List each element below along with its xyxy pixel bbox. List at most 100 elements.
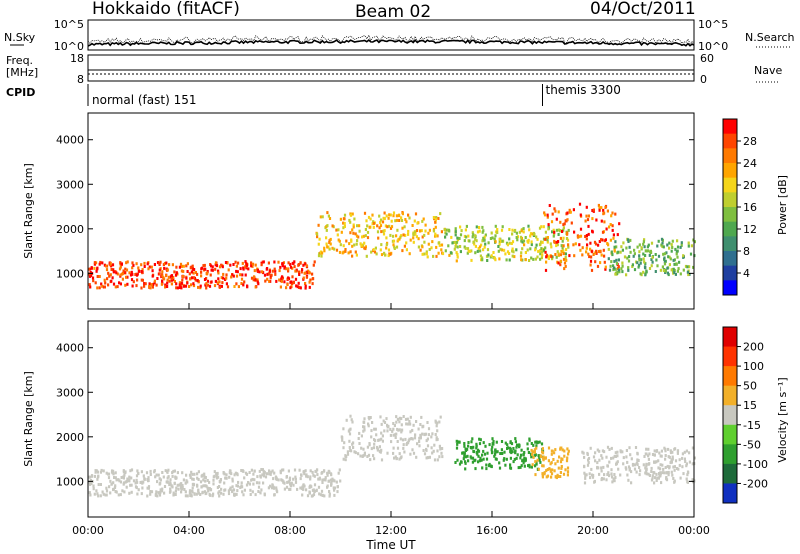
scatter-cell [597, 203, 600, 207]
scatter-cell [163, 491, 166, 495]
scatter-cell [175, 486, 178, 490]
scatter-cell [609, 223, 612, 226]
scatter-cell [438, 420, 441, 424]
scatter-cell [99, 494, 102, 498]
scatter-cell [459, 250, 462, 254]
scatter-cell [463, 234, 466, 238]
scatter-cell [567, 452, 570, 456]
scatter-cell [640, 258, 643, 262]
scatter-cell [477, 247, 480, 250]
scatter-cell [464, 460, 467, 464]
scatter-cell [261, 468, 264, 472]
freq-panel-frame [87, 54, 695, 82]
scatter-cell [405, 422, 408, 426]
scatter-cell [163, 485, 167, 488]
scatter-cell [363, 211, 367, 215]
scatter-cell [243, 488, 246, 492]
scatter-cell [427, 427, 431, 431]
scatter-cell [256, 278, 259, 282]
scatter-cell [225, 273, 228, 277]
scatter-cell [627, 266, 630, 270]
scatter-cell [159, 490, 162, 494]
scatter-cell [453, 247, 456, 251]
scatter-cell [686, 270, 689, 274]
scatter-cell [412, 236, 415, 240]
scatter-cell [367, 424, 370, 428]
scatter-cell [540, 247, 543, 251]
scatter-cell [520, 464, 523, 468]
scatter-cell [557, 466, 560, 470]
scatter-cell [552, 234, 555, 238]
scatter-cell [351, 244, 354, 248]
scatter-cell [266, 472, 269, 476]
scatter-cell [494, 240, 497, 244]
scatter-cell [520, 258, 523, 262]
scatter-cell [459, 225, 462, 229]
scatter-cell [506, 250, 510, 254]
scatter-cell [254, 263, 257, 267]
scatter-cell [425, 252, 428, 256]
scatter-cell [494, 234, 497, 238]
ytick-label: 1000 [56, 267, 84, 280]
scatter-cell [224, 261, 228, 264]
scatter-cell [170, 484, 173, 488]
scatter-cell [545, 475, 548, 479]
scatter-cell [197, 285, 200, 289]
scatter-cell [414, 232, 417, 236]
scatter-cell [674, 272, 677, 276]
scatter-cell [122, 269, 125, 273]
scatter-cell [380, 448, 383, 452]
scatter-cell [140, 278, 143, 282]
scatter-cell [384, 253, 387, 257]
scatter-cell [263, 273, 267, 277]
scatter-cell [432, 229, 435, 233]
scatter-cell [432, 449, 435, 453]
scatter-cell [535, 243, 538, 247]
scatter-cell [202, 264, 205, 268]
scatter-cell [365, 219, 368, 223]
scatter-cell [114, 490, 117, 493]
scatter-cell [468, 239, 471, 243]
scatter-cell [202, 478, 205, 482]
scatter-cell [540, 250, 543, 254]
scatter-cell [645, 472, 648, 476]
scatter-cell [240, 282, 243, 285]
scatter-cell [102, 469, 105, 473]
scatter-cell [664, 466, 667, 469]
scatter-cell [285, 286, 288, 290]
scatter-cell [128, 475, 131, 479]
scatter-cell [381, 439, 384, 443]
scatter-cell [130, 490, 133, 494]
scatter-cell [217, 277, 220, 281]
scatter-cell [88, 475, 91, 479]
scatter-cell [415, 235, 418, 239]
scatter-cell [509, 466, 512, 470]
scatter-cell [459, 233, 463, 237]
scatter-cell [111, 263, 115, 267]
scatter-cell [153, 470, 156, 474]
scatter-cell [647, 249, 650, 253]
scatter-cell [598, 240, 601, 243]
scatter-cell [627, 478, 630, 482]
scatter-cell [379, 415, 382, 419]
scatter-cell [222, 272, 225, 276]
scatter-cell [499, 452, 502, 455]
scatter-cell [110, 279, 113, 283]
scatter-cell [93, 474, 97, 478]
scatter-cell [209, 273, 212, 277]
scatter-cell [475, 450, 479, 454]
scatter-cell [576, 235, 580, 239]
scatter-cell [666, 464, 669, 468]
scatter-cell [282, 468, 285, 472]
scatter-cell [662, 252, 665, 256]
scatter-cell [237, 480, 240, 484]
scatter-cell [626, 460, 629, 464]
scatter-cell [230, 472, 233, 476]
scatter-cell [94, 470, 97, 474]
scatter-cell [475, 444, 478, 448]
scatter-cell [162, 276, 165, 280]
scatter-cell [566, 466, 570, 470]
scatter-cell [448, 229, 451, 233]
scatter-cell [328, 490, 331, 493]
scatter-cell [614, 212, 617, 216]
